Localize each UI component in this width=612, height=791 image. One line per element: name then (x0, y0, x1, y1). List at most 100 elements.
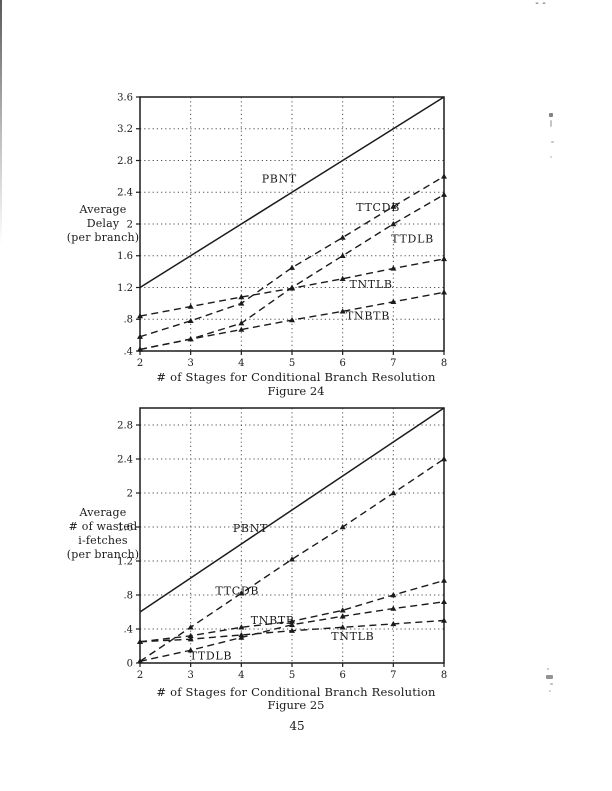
fig24-series-line-pbnt (139, 96, 445, 289)
fig25-series-marker-tnbtb (390, 592, 397, 598)
fig24-y-axis-label-line: Delay (86, 217, 120, 230)
fig25-series-marker-tntlb (339, 624, 346, 630)
fig24-series-label-tntlb: TNTLB (349, 278, 392, 291)
fig25-series-marker-ttcdb (390, 490, 397, 496)
fig24-y-tick-label: .4 (123, 346, 133, 357)
fig25-series-marker-tnbtb (289, 618, 295, 624)
fig24-series-label-ttcdb: TTCDB (356, 201, 400, 214)
scan-edge-artifact (0, 0, 2, 245)
fig24-series-marker-ttdlb (238, 320, 245, 326)
fig24-series-marker-tntlb (289, 285, 295, 291)
fig24-series-marker-ttcdb (289, 264, 295, 270)
fig25-series-label-ttcdb: TTCDB (215, 584, 259, 597)
fig24-series-marker-tnbtb (238, 326, 245, 332)
fig25-x-axis-label: # of Stages for Conditional Branch Resol… (156, 685, 436, 699)
fig25-series-marker-ttdlb (289, 621, 295, 627)
fig24-series-marker-ttcdb (238, 300, 245, 306)
fig24-y-axis-label: Average Delay (per branch) (53, 203, 153, 245)
fig24-x-tick-label: 5 (289, 358, 295, 369)
fig25-series-label-pbnt: PBNT (233, 522, 268, 535)
fig25-series-line-pbnt (139, 407, 445, 613)
fig25-x-tick-label: 8 (441, 670, 447, 681)
fig25-series-marker-ttdlb (238, 634, 245, 640)
fig24-y-tick-label: 3.6 (117, 92, 133, 103)
fig25-y-tick-label: .8 (123, 590, 133, 601)
fig24-y-axis-label-line: Average (79, 203, 127, 216)
fig25-series-marker-ttcdb (187, 624, 194, 630)
fig25-y-axis-label-line: Average (79, 506, 127, 519)
fig25-x-tick-label: 3 (187, 670, 193, 681)
scan-speck (550, 120, 552, 127)
scan-speck (547, 668, 549, 670)
fig25-y-tick-label: 2 (127, 488, 133, 499)
fig24-y-tick-label: 2 (127, 219, 133, 230)
fig24-series-marker-ttdlb (339, 252, 346, 258)
fig24-y-tick-label: 2.8 (117, 156, 133, 167)
fig25-y-tick-label: .4 (123, 624, 133, 635)
fig25-y-tick-label: 0 (127, 658, 133, 669)
fig24-y-tick-label: 1.2 (117, 283, 133, 294)
fig25-y-axis-label-line: # of wasted (68, 520, 138, 533)
stray-dash-mark: -- (534, 0, 549, 9)
scan-speck (549, 690, 551, 692)
fig24-series-label-tnbtb: TNBTB (346, 310, 390, 323)
fig25-series-marker-tntlb (441, 617, 447, 623)
fig25-series-marker-tnbtb (441, 577, 447, 583)
fig24-y-tick-label: .8 (123, 315, 133, 326)
fig25-series-marker-ttcdb (441, 456, 447, 462)
fig24-series-marker-tnbtb (339, 308, 346, 314)
fig25-y-tick-label: 1.6 (117, 522, 133, 533)
fig24-series-marker-tntlb (137, 313, 143, 319)
fig24-series-marker-tnbtb (289, 317, 295, 323)
fig24-series-label-pbnt: PBNT (262, 172, 297, 185)
fig25-x-tick-label: 6 (339, 670, 345, 681)
scan-speck (551, 141, 554, 143)
fig25-series-label-tnbtb: TNBTB (251, 614, 295, 627)
fig25-series-marker-ttcdb (339, 524, 346, 530)
fig25-y-axis-label-line: i-fetches (78, 534, 128, 547)
fig24-series-label-ttdlb: TTDLB (391, 233, 434, 246)
fig25-x-tick-label: 7 (390, 670, 396, 681)
fig24-y-tick-label: 3.2 (117, 124, 133, 135)
fig24-series-marker-tnbtb (137, 346, 143, 352)
fig24-y-tick-label: 1.6 (117, 251, 133, 262)
fig24-series-marker-tntlb (441, 255, 447, 262)
fig25-y-tick-label: 1.2 (117, 556, 133, 567)
fig24-x-tick-label: 4 (238, 358, 244, 369)
fig24-x-tick-label: 6 (339, 358, 345, 369)
fig24-y-axis-label-line: (per branch) (66, 231, 140, 244)
fig24-series-marker-ttcdb (390, 203, 397, 209)
fig24-x-tick-label: 7 (390, 358, 396, 369)
fig24-x-tick-label: 3 (187, 358, 193, 369)
fig25-series-label-ttdlb: TTDLB (190, 650, 233, 663)
fig25-series-marker-tntlb (390, 620, 397, 627)
fig25-series-marker-ttdlb (390, 605, 397, 611)
fig25-series-marker-ttdlb (137, 658, 143, 664)
fig24-series-marker-ttdlb (390, 221, 397, 227)
fig24-x-tick-label: 8 (441, 358, 447, 369)
fig25-x-tick-label: 4 (238, 670, 244, 681)
fig25-series-marker-tntlb (289, 627, 295, 633)
fig24-y-tick-label: 2.4 (117, 188, 133, 199)
fig25-series-marker-ttcdb (238, 590, 245, 596)
fig25-series-marker-tnbtb (238, 624, 245, 630)
fig24-series-marker-tntlb (390, 265, 397, 271)
scan-speck (550, 683, 553, 685)
fig24-series-marker-ttcdb (339, 234, 346, 240)
fig24-series-marker-ttcdb (137, 333, 143, 339)
fig24-x-tick-label: 2 (137, 358, 143, 369)
fig24-series-marker-tntlb (238, 294, 245, 300)
fig25-caption: Figure 25 (267, 698, 325, 712)
fig24-series-marker-ttcdb (187, 317, 194, 324)
fig25-y-axis-label-line: (per branch) (66, 548, 140, 561)
fig25-series-marker-tnbtb (339, 607, 346, 613)
fig25-y-axis-label: Average # of wasted i-fetches (per branc… (53, 506, 153, 562)
fig24-series-marker-ttcdb (441, 173, 447, 179)
fig25-series-marker-ttdlb (441, 598, 447, 604)
scan-speck (550, 156, 552, 158)
fig25-x-tick-label: 2 (137, 670, 143, 681)
fig25-series-marker-tnbtb (187, 632, 194, 638)
fig25-x-tick-label: 5 (289, 670, 295, 681)
